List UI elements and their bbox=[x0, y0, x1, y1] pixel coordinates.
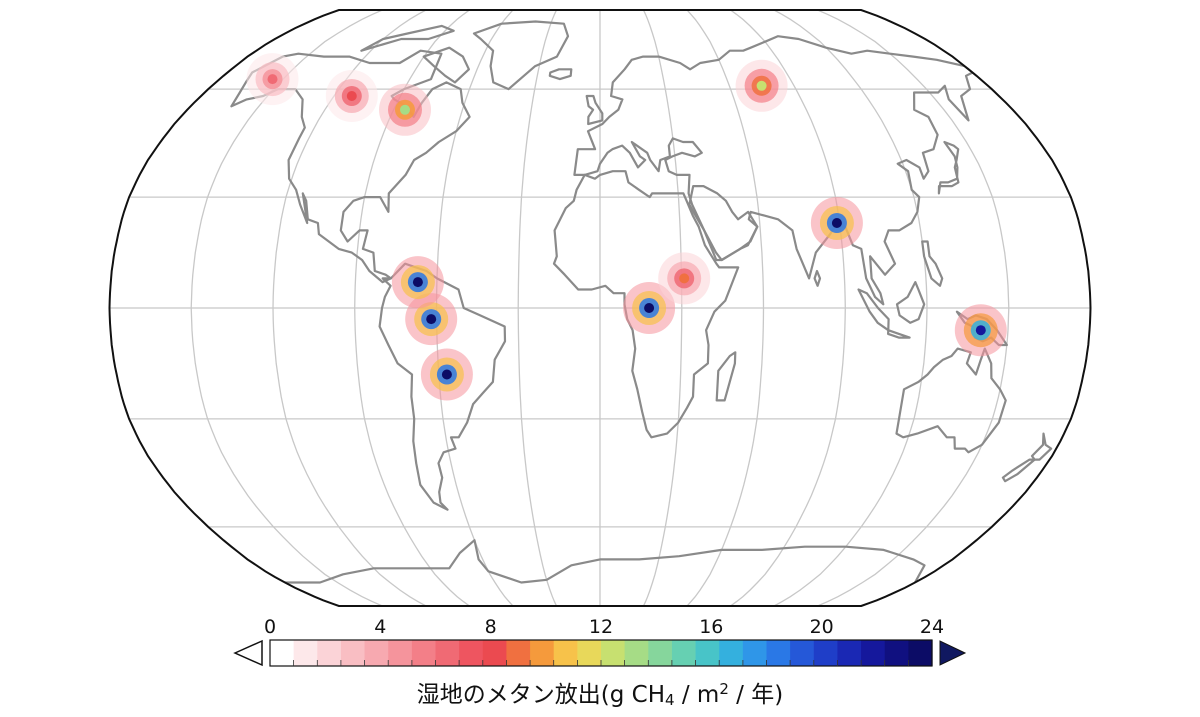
hotspot-west-siberia bbox=[735, 59, 788, 112]
map-area bbox=[108, 9, 1092, 607]
colorbar-under-arrow bbox=[233, 639, 263, 667]
meridian-line bbox=[642, 10, 683, 606]
colorbar-swatch bbox=[577, 640, 602, 666]
colorbar-swatch bbox=[553, 640, 578, 666]
coastline-antarctica bbox=[285, 539, 926, 584]
colorbar-swatch bbox=[435, 640, 460, 666]
meridian-line bbox=[517, 10, 558, 606]
colorbar-tick-label: 0 bbox=[264, 616, 276, 638]
coastline-uk bbox=[585, 94, 604, 126]
colorbar-swatch bbox=[861, 640, 886, 666]
meridian-line bbox=[686, 10, 765, 606]
colorbar-tick-label: 24 bbox=[920, 616, 944, 638]
hotspot-west-canada bbox=[325, 70, 378, 122]
colorbar-swatch bbox=[340, 640, 366, 666]
coastline-new-zealand bbox=[1030, 432, 1053, 461]
colorbar-swatch bbox=[719, 640, 744, 666]
hotspot-new-guinea bbox=[954, 304, 1007, 357]
colorbar-swatch bbox=[813, 640, 839, 666]
colorbar-tick-label: 16 bbox=[699, 616, 723, 638]
coastline-madagascar bbox=[715, 351, 737, 402]
coastlines bbox=[230, 20, 1053, 584]
colorbar-swatch bbox=[482, 640, 508, 666]
colorbar-swatch bbox=[317, 640, 342, 666]
hotspot-blob bbox=[756, 80, 767, 91]
emission-hotspots bbox=[246, 53, 1007, 401]
colorbar-caption: 湿地のメタン放出(g CH4 / m2 / 年) bbox=[417, 680, 783, 709]
coastline-arabia bbox=[688, 185, 759, 262]
colorbar-tick-label: 4 bbox=[374, 616, 386, 638]
colorbar-swatch bbox=[837, 640, 862, 666]
colorbar-swatch bbox=[506, 640, 531, 666]
hotspot-blob bbox=[679, 273, 690, 284]
coastline-nz-south bbox=[1001, 458, 1036, 483]
colorbar-ticks: 0 4 8 12 16 20 24 bbox=[264, 616, 944, 666]
colorbar-swatch bbox=[742, 640, 768, 666]
coastline-japan bbox=[937, 140, 960, 195]
colorbar-swatch bbox=[624, 640, 649, 666]
colorbar-swatch bbox=[790, 640, 815, 666]
coastline-europe-asia bbox=[573, 35, 974, 306]
colorbar-swatch bbox=[388, 640, 413, 666]
hotspot-blob bbox=[346, 91, 357, 101]
coastline-iceland bbox=[548, 68, 573, 81]
hotspot-blob bbox=[644, 303, 655, 313]
colorbar-swatches bbox=[270, 640, 933, 666]
colorbar-swatch bbox=[908, 640, 933, 666]
colorbar-swatch bbox=[601, 640, 626, 666]
colorbar-swatch bbox=[270, 640, 295, 666]
colorbar-swatch bbox=[364, 640, 389, 666]
meridian-line bbox=[730, 10, 846, 606]
colorbar-over-arrow bbox=[939, 640, 967, 666]
coastline-baffin bbox=[422, 46, 470, 84]
meridian-line bbox=[773, 10, 928, 606]
hotspot-alaska bbox=[246, 53, 299, 106]
coastline-south-america bbox=[378, 262, 507, 511]
colorbar: 0 4 8 12 16 20 24 bbox=[233, 616, 967, 667]
coastline-greenland bbox=[472, 20, 570, 91]
colorbar-swatch bbox=[648, 640, 673, 666]
hotspot-hudson-bay-lowlands bbox=[379, 83, 431, 136]
globe-border bbox=[108, 9, 1092, 607]
colorbar-swatch bbox=[766, 640, 791, 666]
coastline-sri-lanka bbox=[813, 269, 822, 287]
colorbar-tick-label: 8 bbox=[485, 616, 497, 638]
colorbar-tick-label: 12 bbox=[589, 616, 613, 638]
hotspot-blob bbox=[267, 74, 278, 85]
hotspot-congo bbox=[623, 282, 676, 334]
colorbar-swatch bbox=[293, 640, 318, 666]
hotspot-orinoco bbox=[391, 256, 444, 309]
colorbar-tick-label: 20 bbox=[810, 616, 834, 638]
hotspot-sudd bbox=[658, 252, 711, 305]
colorbar-swatch bbox=[695, 640, 720, 666]
hotspot-ganges-delta bbox=[810, 197, 863, 249]
hotspot-pantanal bbox=[420, 348, 473, 401]
coastline-australia bbox=[895, 347, 1007, 454]
coastline-canada-arctic bbox=[360, 24, 455, 52]
meridian-line bbox=[817, 10, 1010, 606]
hotspot-blob bbox=[400, 104, 410, 115]
colorbar-swatch bbox=[884, 640, 909, 666]
coastline-java bbox=[887, 329, 911, 339]
coastline-sumatra bbox=[857, 288, 890, 332]
colorbar-swatch bbox=[411, 640, 437, 666]
coastline-philippines bbox=[921, 240, 944, 287]
coastline-borneo bbox=[895, 281, 926, 324]
colorbar-swatch bbox=[530, 640, 555, 666]
hotspot-blob bbox=[441, 369, 452, 380]
hotspot-blob bbox=[831, 218, 842, 228]
colorbar-swatch bbox=[459, 640, 484, 666]
colorbar-swatch bbox=[671, 640, 697, 666]
hotspot-blob bbox=[412, 277, 423, 288]
hotspot-blob bbox=[975, 325, 986, 336]
coastline-africa bbox=[552, 170, 740, 439]
hotspot-blob bbox=[426, 314, 437, 325]
